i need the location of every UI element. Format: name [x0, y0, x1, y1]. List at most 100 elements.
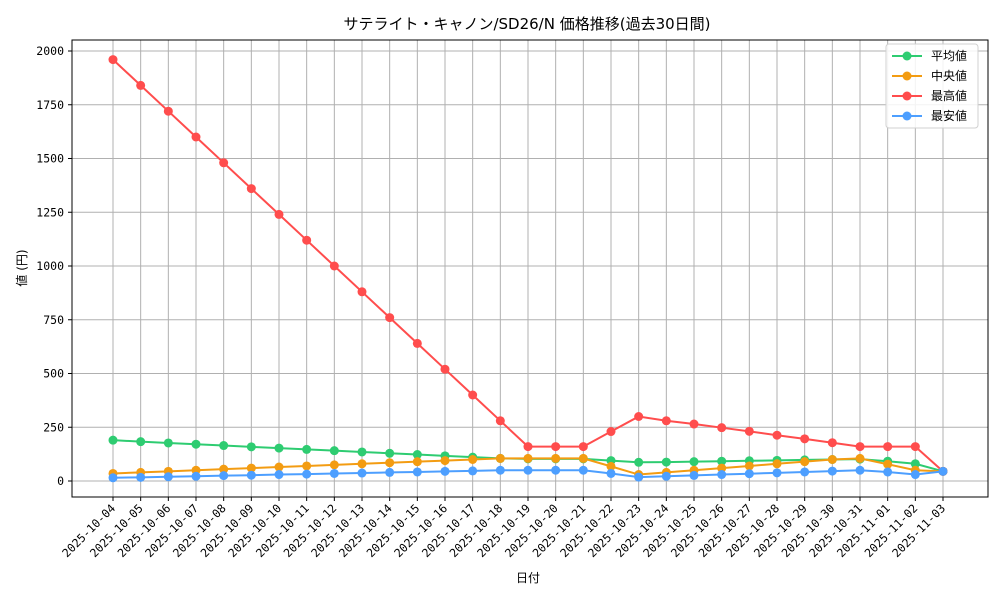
data-point	[578, 465, 588, 475]
data-point	[772, 459, 782, 469]
data-point	[634, 412, 644, 421]
data-point	[108, 473, 118, 483]
data-point	[717, 463, 727, 473]
data-point	[385, 458, 395, 468]
legend-item: 平均値	[892, 48, 967, 63]
data-point	[302, 469, 312, 479]
data-point	[163, 472, 173, 482]
data-point	[246, 184, 256, 194]
data-point	[385, 313, 395, 323]
legend-label: 中央値	[931, 68, 967, 83]
legend-label: 最高値	[931, 88, 967, 103]
data-point	[357, 447, 367, 457]
data-point	[772, 430, 782, 440]
legend-marker-icon	[902, 51, 912, 61]
data-point	[827, 438, 837, 448]
data-point	[329, 261, 339, 271]
legend-label: 平均値	[931, 48, 967, 63]
data-point	[634, 457, 644, 467]
data-point	[108, 435, 118, 445]
series-line	[108, 55, 948, 476]
data-point	[661, 457, 671, 467]
data-point	[717, 423, 727, 433]
grid-lines	[72, 40, 988, 497]
data-point	[274, 462, 284, 472]
y-tick-label: 1250	[36, 205, 64, 219]
legend-marker-icon	[902, 111, 912, 121]
data-point	[883, 442, 893, 452]
data-point	[551, 465, 561, 475]
data-point	[246, 463, 256, 473]
data-point	[495, 465, 505, 475]
data-point	[855, 442, 865, 452]
data-point	[274, 470, 284, 480]
data-point	[744, 426, 754, 436]
data-point	[108, 55, 118, 65]
data-point	[163, 106, 173, 116]
data-point	[412, 457, 422, 467]
data-point	[136, 437, 146, 447]
data-point	[191, 471, 201, 481]
y-tick-label: 0	[57, 474, 64, 488]
legend-marker-icon	[902, 71, 912, 81]
data-point	[551, 453, 561, 463]
data-point	[219, 158, 229, 168]
data-point	[523, 465, 533, 475]
data-point	[551, 442, 561, 452]
data-point	[412, 338, 422, 348]
data-point	[495, 416, 505, 426]
data-point	[468, 455, 478, 464]
data-point	[412, 450, 422, 460]
data-point	[523, 442, 533, 452]
data-point	[468, 466, 478, 476]
data-point	[329, 446, 339, 456]
data-series	[108, 55, 948, 483]
legend-marker-icon	[902, 91, 912, 101]
data-point	[468, 390, 478, 400]
data-point	[606, 468, 616, 478]
data-point	[219, 441, 229, 451]
series-line	[108, 465, 948, 483]
data-point	[883, 467, 893, 477]
legend-item: 最高値	[892, 88, 967, 103]
data-point	[883, 459, 893, 469]
data-point	[717, 456, 727, 466]
legend-item: 中央値	[892, 68, 967, 83]
y-tick-label: 1750	[36, 98, 64, 112]
data-point	[357, 459, 367, 469]
data-point	[191, 439, 201, 449]
y-tick-label: 500	[43, 367, 64, 381]
data-point	[495, 453, 505, 463]
data-point	[274, 209, 284, 219]
data-point	[219, 464, 229, 474]
data-point	[717, 470, 727, 480]
data-point	[938, 466, 948, 476]
data-point	[606, 427, 616, 437]
data-point	[219, 471, 229, 481]
data-point	[136, 472, 146, 482]
data-point	[302, 461, 312, 471]
data-point	[744, 461, 754, 471]
data-point	[440, 466, 450, 476]
data-point	[191, 132, 201, 142]
data-point	[772, 468, 782, 478]
data-point	[302, 444, 312, 454]
data-point	[634, 472, 644, 482]
data-point	[910, 459, 920, 469]
x-axis-label: 日付	[516, 571, 540, 585]
data-point	[578, 453, 588, 463]
data-point	[855, 465, 865, 475]
data-point	[523, 453, 533, 463]
data-point	[357, 287, 367, 297]
data-point	[246, 442, 256, 452]
data-point	[661, 471, 671, 481]
data-point	[661, 416, 671, 426]
data-point	[689, 457, 699, 467]
data-point	[385, 448, 395, 458]
data-point	[855, 453, 865, 463]
data-point	[827, 466, 837, 476]
data-point	[412, 467, 422, 477]
data-point	[246, 470, 256, 480]
